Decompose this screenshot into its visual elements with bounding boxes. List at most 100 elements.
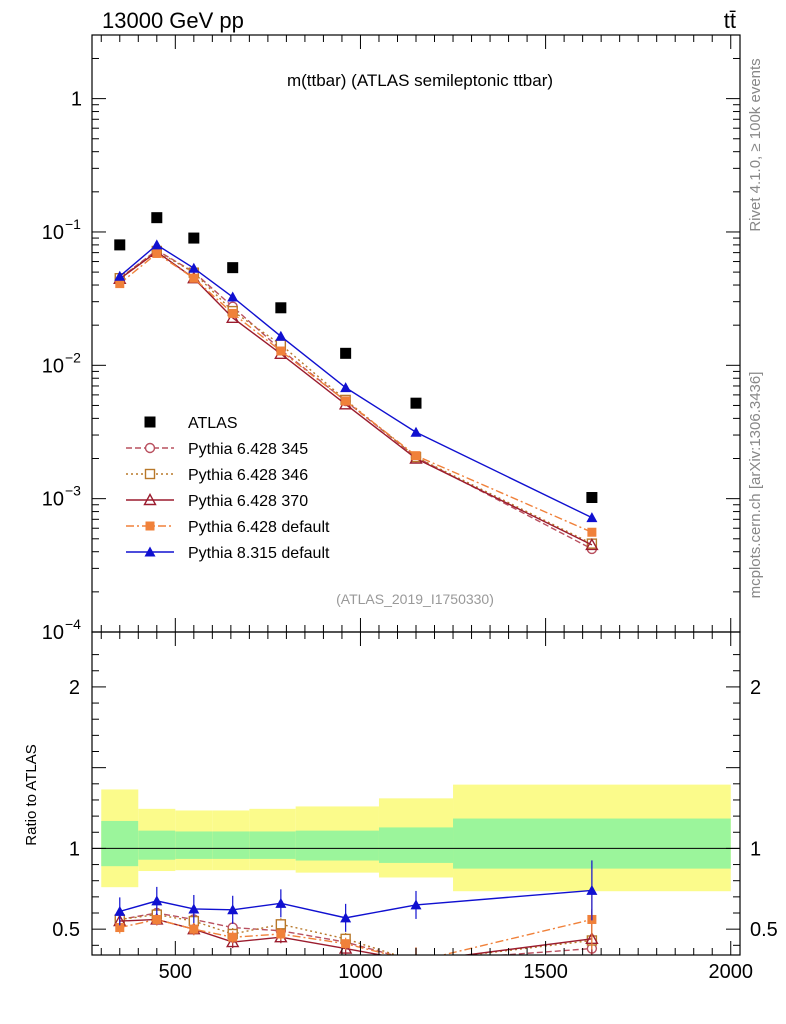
data-point <box>114 270 126 281</box>
legend-entry-pythia-6-428-default: Pythia 6.428 default <box>126 519 330 536</box>
ratio-y-tick-label: 1 <box>69 838 80 860</box>
inner-band <box>249 831 296 859</box>
data-point <box>188 232 200 244</box>
series-pythia-6-428-370 <box>113 244 599 551</box>
ratio-series-line <box>119 918 593 955</box>
data-point <box>340 347 352 359</box>
ratio-y-tick-label: 2 <box>69 677 80 699</box>
data-point <box>188 262 200 273</box>
legend-entry-pythia-6-428-346: Pythia 6.428 346 <box>126 467 308 484</box>
ratio-data-point <box>415 954 417 955</box>
ratio-data-point <box>151 895 163 906</box>
ratio-plot: 0.5 0.5 1 1 2 2 500 1000 1500 2000 Ratio to ATLA… <box>23 631 778 983</box>
data-point <box>228 308 238 318</box>
legend-marker <box>144 416 156 428</box>
series-pythia-6-428-default <box>115 248 597 537</box>
ratio-data-point <box>228 932 238 942</box>
data-point <box>276 346 286 356</box>
data-point <box>586 492 598 504</box>
ratio-y-tick-label-right: 0.5 <box>750 919 778 941</box>
data-point <box>411 451 421 461</box>
ratio-data-point <box>188 903 200 914</box>
x-tick-label: 1000 <box>338 961 383 983</box>
y-tick-exponent: −4 <box>65 616 81 632</box>
data-point <box>189 273 199 283</box>
data-point <box>151 239 163 250</box>
rivet-version-label: Rivet 4.1.0, ≥ 100k events <box>747 58 764 231</box>
data-point <box>587 527 597 537</box>
data-point <box>227 262 239 274</box>
legend-label: ATLAS <box>188 415 238 432</box>
y-tick-exponent: −3 <box>65 483 81 499</box>
legend-entry-pythia-6-428-345: Pythia 6.428 345 <box>126 441 308 458</box>
ratio-data-point <box>340 912 352 923</box>
header-right-label: tt̄ <box>724 8 736 33</box>
series-line <box>119 252 593 533</box>
ratio-data-point <box>227 904 239 915</box>
legend-marker <box>145 521 155 531</box>
y-tick-label: 10 <box>42 622 64 644</box>
ratio-data-point <box>410 899 422 910</box>
ratio-data-point <box>412 957 421 966</box>
main-plot-ticks <box>92 34 740 633</box>
legend: ATLAS Pythia 6.428 345 Pythia 6.428 346 Pyt… <box>126 415 330 562</box>
legend-label: Pythia 6.428 346 <box>188 467 308 484</box>
main-plot: m(ttbar) (ATLAS semileptonic ttbar) (ATL… <box>42 34 741 644</box>
ratio-y-axis-label: Ratio to ATLAS <box>23 744 40 845</box>
main-plot-series <box>113 212 599 555</box>
ratio-y-tick-labels: 0.5 0.5 1 1 2 2 <box>52 677 778 941</box>
ratio-plot-ticks <box>92 632 740 955</box>
data-point <box>340 382 352 393</box>
data-point <box>586 512 598 523</box>
ratio-data-point <box>586 884 598 895</box>
inner-band <box>175 831 213 859</box>
x-tick-label: 1500 <box>523 961 568 983</box>
data-point <box>275 302 287 314</box>
legend-entry-atlas: ATLAS <box>144 415 238 432</box>
legend-label: Pythia 6.428 default <box>188 519 330 536</box>
ratio-series-line <box>119 889 592 919</box>
ratio-plot-frame <box>91 631 741 956</box>
data-point <box>341 396 351 406</box>
main-plot-frame <box>91 34 741 633</box>
inner-band <box>138 830 176 860</box>
ratio-data-point <box>114 905 126 916</box>
data-point <box>275 330 287 341</box>
y-tick-label: 10 <box>42 222 64 244</box>
ratio-data-point <box>412 957 421 966</box>
inner-band <box>453 818 731 869</box>
series-line <box>119 249 593 550</box>
ratio-y-tick-label: 0.5 <box>52 919 80 941</box>
ratio-data-point <box>276 929 286 939</box>
series-pythia-8-315-default <box>114 239 598 523</box>
x-tick-label: 2000 <box>708 961 753 983</box>
data-point <box>410 397 422 409</box>
legend-marker <box>144 442 156 454</box>
ratio-data-point <box>152 914 162 924</box>
x-tick-labels: 500 1000 1500 2000 <box>159 961 753 983</box>
ratio-plot-series <box>113 860 599 966</box>
legend-label: Pythia 6.428 370 <box>188 493 308 510</box>
data-point <box>410 426 422 437</box>
series-line <box>119 244 593 519</box>
analysis-watermark: (ATLAS_2019_I1750330) <box>336 591 494 607</box>
inner-band <box>212 831 250 859</box>
ratio-data-point <box>189 924 199 934</box>
data-point <box>585 537 599 551</box>
legend-marker <box>144 546 156 557</box>
legend-entry-pythia-6-428-370: Pythia 6.428 370 <box>126 493 308 510</box>
y-tick-label: 10 <box>42 355 64 377</box>
inner-band <box>378 827 454 863</box>
legend-label: Pythia 8.315 default <box>188 545 330 562</box>
legend-marker <box>144 468 156 480</box>
y-tick-exponent: −2 <box>65 349 81 365</box>
data-point <box>151 212 163 224</box>
ratio-series-line <box>119 913 592 955</box>
mcplots-label: mcplots.cern.ch [arXiv:1306.3436] <box>747 372 764 599</box>
ratio-data-point <box>341 939 351 949</box>
x-tick-label: 500 <box>159 961 192 983</box>
data-point <box>115 279 125 289</box>
y-tick-label: 1 <box>71 89 82 111</box>
inner-band <box>101 820 139 867</box>
